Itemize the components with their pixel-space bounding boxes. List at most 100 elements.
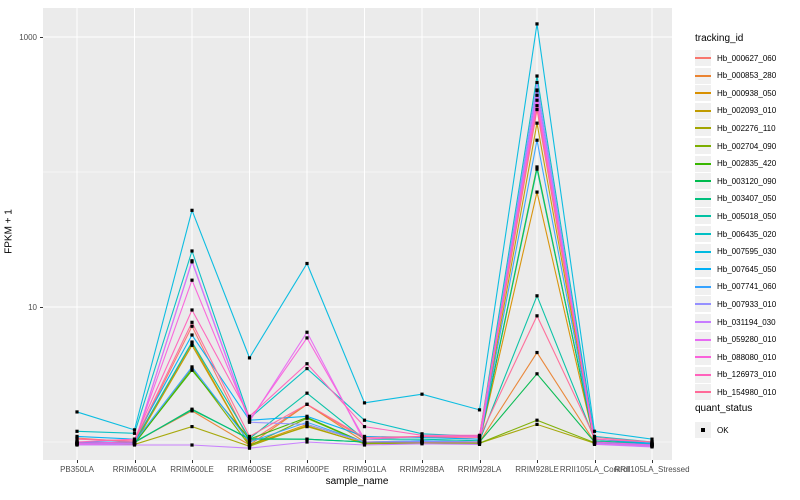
data-point — [362, 440, 367, 444]
data-point — [247, 436, 252, 441]
legend-item-label: Hb_000938_050 — [717, 88, 777, 98]
legend-item: Hb_007595_030 — [695, 243, 776, 261]
data-point — [305, 440, 309, 444]
x-tick-label: PB350LA — [60, 465, 94, 474]
data-point — [362, 425, 367, 429]
data-point — [247, 356, 252, 360]
legend-key-line-swatch — [695, 190, 711, 207]
series-color-line — [695, 109, 711, 112]
data-point — [535, 167, 539, 171]
legend-key-line-swatch — [695, 296, 711, 313]
legend-key-line-swatch — [695, 349, 711, 366]
legend-item: OK — [695, 421, 729, 439]
series-color-line — [695, 321, 711, 323]
legend-item-label: Hb_003120_090 — [717, 176, 777, 186]
data-point — [190, 320, 194, 324]
legend-item: Hb_007933_010 — [695, 295, 776, 313]
x-tick-mark — [652, 460, 653, 463]
data-point — [75, 437, 79, 441]
legend-item-label: OK — [717, 425, 729, 435]
series-color-line — [695, 285, 711, 288]
legend-key-line-swatch — [695, 50, 711, 66]
data-point — [305, 402, 309, 406]
legend-key-line-swatch — [695, 243, 711, 260]
legend-item: Hb_088080_010 — [695, 348, 776, 366]
series-color-line — [695, 74, 711, 77]
legend-item-label: Hb_006435_020 — [717, 229, 777, 239]
legend-item-label: Hb_007645_050 — [717, 264, 777, 274]
x-tick-label: RRIM600LA — [112, 465, 157, 474]
data-point — [75, 429, 79, 433]
data-point — [535, 138, 539, 142]
data-point — [190, 425, 194, 429]
data-point — [190, 443, 194, 447]
data-point — [535, 93, 539, 97]
data-point — [535, 418, 539, 422]
data-point — [535, 121, 539, 125]
data-point — [535, 372, 539, 376]
legend-key-line-swatch — [695, 85, 711, 102]
x-tick-label: RRIM901LA — [342, 465, 387, 474]
data-point — [592, 440, 597, 444]
legend-key-line-swatch — [695, 314, 711, 330]
legend-key-line-swatch — [695, 331, 711, 348]
data-point — [305, 420, 309, 424]
data-point — [535, 104, 539, 108]
legend-key-line-swatch — [695, 384, 711, 401]
x-tick-mark — [479, 460, 481, 463]
data-point — [362, 437, 367, 441]
legend-item-label: Hb_007933_010 — [717, 299, 777, 309]
legend-item: Hb_002704_090 — [695, 137, 776, 155]
x-tick-label: RRIM928LE — [515, 465, 559, 474]
data-point — [132, 437, 137, 441]
x-tick-mark — [364, 460, 366, 463]
y-tick-label: 1000 — [19, 32, 37, 42]
data-point — [247, 416, 252, 420]
plot-area-svg — [43, 8, 672, 460]
data-point — [75, 434, 79, 439]
x-tick-label: RRIM600SE — [227, 465, 272, 474]
x-tick-mark — [594, 460, 596, 463]
data-point — [305, 391, 309, 395]
data-point — [535, 107, 539, 112]
data-point — [650, 443, 654, 447]
data-point — [247, 444, 252, 448]
legend-item-label: Hb_059280_010 — [717, 335, 777, 345]
legend-key-line-swatch — [695, 173, 711, 190]
x-tick-mark — [249, 460, 251, 463]
data-point — [362, 401, 367, 405]
data-point — [650, 437, 654, 441]
data-point — [477, 440, 482, 444]
legend-item: Hb_000627_060 — [695, 49, 776, 67]
series-color-line — [695, 356, 711, 359]
series-color-line — [695, 303, 711, 306]
series-color-line — [695, 127, 711, 130]
legend-key-line-swatch — [695, 138, 711, 154]
legend-item-label: Hb_005018_050 — [717, 211, 777, 221]
x-tick-mark — [422, 460, 423, 463]
legend-key-line-swatch — [695, 278, 711, 295]
data-point — [362, 443, 367, 447]
legend-item: Hb_005018_050 — [695, 207, 776, 225]
data-point — [477, 442, 482, 446]
legend-item: Hb_002276_110 — [695, 119, 776, 137]
data-point — [535, 89, 539, 93]
data-point — [132, 431, 137, 435]
legend-item-label: Hb_002835_420 — [717, 159, 777, 169]
data-point — [535, 98, 539, 102]
legend-item-label: Hb_000627_060 — [717, 53, 777, 63]
data-point — [305, 261, 309, 266]
plot-panel — [43, 8, 672, 460]
data-point — [305, 336, 309, 340]
data-point — [190, 366, 194, 371]
x-tick-label: RRII105LA_Stressed — [614, 465, 690, 474]
data-point — [305, 422, 309, 427]
legend-key-point-swatch — [695, 422, 711, 438]
legend-item: Hb_003120_090 — [695, 172, 776, 190]
data-point — [477, 435, 482, 440]
data-point — [247, 418, 252, 422]
y-tick-mark — [40, 307, 43, 308]
legend-item: Hb_059280_010 — [695, 331, 776, 349]
data-point — [535, 74, 539, 78]
